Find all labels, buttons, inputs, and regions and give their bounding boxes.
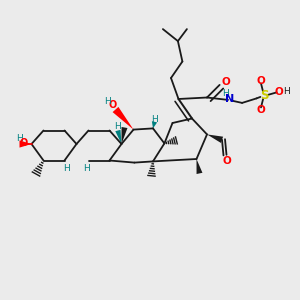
Polygon shape — [207, 134, 223, 143]
Text: O: O — [108, 100, 117, 110]
Text: H: H — [63, 164, 69, 173]
Polygon shape — [112, 107, 134, 130]
Polygon shape — [122, 127, 128, 144]
Text: O: O — [274, 87, 284, 98]
Text: O: O — [256, 76, 266, 86]
Text: H: H — [104, 97, 111, 106]
Text: H: H — [284, 87, 290, 96]
Text: H: H — [84, 164, 90, 173]
Polygon shape — [115, 130, 122, 144]
Text: N: N — [226, 94, 235, 104]
Polygon shape — [196, 159, 202, 174]
Text: H: H — [223, 89, 229, 98]
Polygon shape — [20, 140, 32, 148]
Text: O: O — [20, 138, 28, 148]
Text: O: O — [222, 156, 231, 166]
Text: O: O — [256, 105, 266, 115]
Text: H: H — [16, 134, 23, 143]
Text: O: O — [221, 77, 230, 87]
Polygon shape — [152, 121, 157, 128]
Text: H: H — [151, 116, 158, 124]
Text: S: S — [260, 89, 268, 102]
Text: H: H — [114, 122, 121, 131]
